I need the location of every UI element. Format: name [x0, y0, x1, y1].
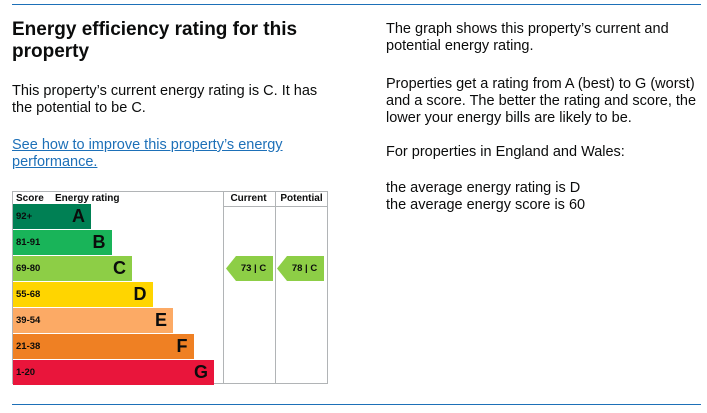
potential-rating-label: 78 | C: [291, 263, 318, 274]
rating-column-header: Energy rating: [55, 193, 120, 204]
potential-arrow-shape: [277, 256, 324, 281]
improve-performance-link[interactable]: See how to improve this property’s energ…: [12, 137, 283, 170]
rating-band-f: 21-38 F: [13, 334, 194, 359]
current-arrow-shape: [226, 256, 273, 281]
top-divider: [12, 4, 701, 5]
bottom-divider: [12, 404, 701, 405]
current-rating-arrow: 73 | C: [226, 256, 273, 281]
header-divider: [223, 206, 327, 207]
band-letter: A: [72, 206, 85, 226]
band-score-range: 81-91: [16, 237, 41, 248]
page-heading: Energy efficiency rating for this proper…: [12, 19, 298, 62]
band-score-range: 69-80: [16, 263, 41, 274]
potential-column-header: Potential: [280, 193, 323, 204]
band-letter: E: [154, 310, 167, 330]
potential-column-divider: [275, 192, 276, 383]
rating-band-c: 69-80 C: [13, 256, 132, 281]
potential-rating-arrow: 78 | C: [277, 256, 324, 281]
rating-band-d: 55-68 D: [13, 282, 153, 307]
rating-explanation: Properties get a rating from A (best) to…: [386, 76, 697, 126]
rating-band-g: 1-20 G: [13, 360, 214, 385]
band-letter: G: [193, 362, 208, 382]
band-letter: C: [113, 258, 126, 278]
band-letter: B: [92, 232, 106, 252]
band-score-range: 1-20: [16, 367, 36, 378]
rating-band-a: 92+ A: [13, 204, 91, 229]
band-score-range: 21-38: [16, 341, 41, 352]
graph-explanation: The graph shows this property’s current …: [386, 21, 669, 54]
score-column-header: Score: [16, 193, 44, 204]
energy-rating-chart: Score Energy rating Current Potential 92…: [12, 191, 328, 385]
band-score-range: 55-68: [16, 289, 41, 300]
current-column-header: Current: [230, 193, 267, 204]
band-letter: D: [133, 284, 147, 304]
average-score: the average energy score is 60: [386, 197, 586, 213]
band-score-range: 39-54: [16, 315, 41, 326]
rating-summary: This property’s current energy rating is…: [12, 83, 318, 116]
average-rating: the average energy rating is D: [386, 180, 581, 196]
left-column: Energy efficiency rating for this proper…: [12, 19, 342, 170]
rating-band-b: 81-91 B: [13, 230, 112, 255]
current-rating-label: 73 | C: [240, 263, 267, 274]
rating-band-e: 39-54 E: [13, 308, 173, 333]
current-column-divider: [223, 192, 224, 383]
band-score-range: 92+: [16, 211, 33, 222]
band-letter: F: [176, 336, 188, 356]
region-intro: For properties in England and Wales:: [386, 144, 625, 160]
